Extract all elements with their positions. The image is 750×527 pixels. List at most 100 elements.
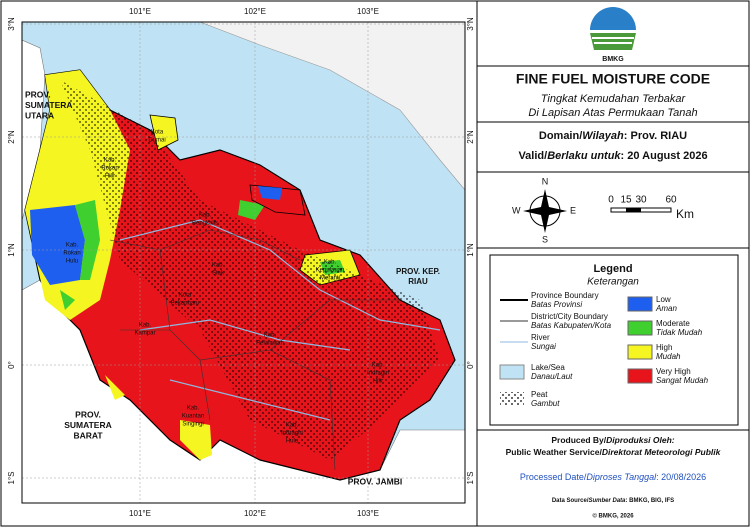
lon-label: 102°E <box>244 7 266 16</box>
lat-label: 1°S <box>7 472 16 485</box>
logo: BMKG <box>590 7 636 63</box>
place-label: PROV. JAMBI <box>348 476 402 486</box>
place-label: Hilir <box>373 379 383 385</box>
produced-by: Produced By/Diproduksi Oleh: <box>551 435 674 445</box>
place-label: Kab. <box>139 323 152 329</box>
lon-label: 103°E <box>357 7 379 16</box>
place-label: Meranti <box>320 276 340 282</box>
producer: Public Weather Service/Direktorat Meteor… <box>506 447 722 457</box>
place-label: Rokan <box>101 166 118 172</box>
data-source: Data Source/Sumber Data: BMKG, BIG, IFS <box>552 498 674 504</box>
place-label: Hulu <box>286 439 298 445</box>
compass-w: W <box>512 205 521 215</box>
scale-unit: Km <box>676 207 694 221</box>
legend-label: Low <box>656 295 671 304</box>
place-label: BARAT <box>73 430 103 440</box>
place-label: Kota <box>179 293 192 299</box>
legend-label-id: Gambut <box>531 399 560 408</box>
scale-tick: 0 <box>608 195 614 206</box>
moderate-zone <box>60 200 265 310</box>
compass-star <box>523 189 567 233</box>
place-label: Pekanbaru <box>170 301 199 307</box>
copyright: © BMKG, 2026 <box>592 513 634 520</box>
place-label: Kuantan <box>182 414 204 420</box>
legend-label-id: Sangat Mudah <box>656 376 709 385</box>
legend-box <box>489 254 739 426</box>
legend-swatch <box>499 364 525 380</box>
map-frame <box>21 21 466 504</box>
legend-swatch-pattern <box>500 392 524 406</box>
legend-title: Legend <box>593 263 632 275</box>
compass: N S E W <box>512 176 576 244</box>
legend-label: High <box>656 343 672 352</box>
compass-s: S <box>542 234 548 244</box>
logo-land <box>590 33 636 50</box>
place-label: Kab. <box>66 243 79 249</box>
place-label: RIAU <box>408 277 428 286</box>
legend-label: Province Boundary <box>531 291 599 300</box>
lat-label: 3°N <box>466 17 475 31</box>
legend-label: Moderate <box>656 319 690 328</box>
lat-label: 3°N <box>7 17 16 31</box>
place-label: Kab. <box>212 263 225 269</box>
scale-bar: Km 0 15 30 60 <box>608 195 694 222</box>
legend-label: River <box>531 333 550 342</box>
place-label: Siak <box>212 271 225 277</box>
place-label: PROV. <box>75 409 101 419</box>
district-boundary <box>109 229 400 471</box>
place-label: PROV. <box>25 89 51 99</box>
lat-label: 1°N <box>7 243 16 257</box>
peat-area <box>60 80 440 460</box>
place-label: Kampar <box>134 331 155 337</box>
place-label: Indragiri <box>281 431 303 437</box>
place-label: Singingi <box>182 422 203 428</box>
place-label: Dumai <box>148 138 165 144</box>
river <box>119 219 441 421</box>
legend-label-id: Danau/Laut <box>531 372 573 381</box>
legend-label-id: Tidak Mudah <box>656 328 703 337</box>
subtitle: Tingkat Kemudahan Terbakar <box>541 93 687 105</box>
legend-swatch <box>627 368 653 384</box>
compass-e: E <box>570 205 576 215</box>
place-label: SUMATERA <box>25 100 73 110</box>
legend-swatch <box>627 296 653 312</box>
compass-n: N <box>542 176 549 186</box>
legend-label-id: Batas Kabupaten/Kota <box>531 321 612 330</box>
legend-label-id: Sungai <box>531 342 556 351</box>
low-zone <box>30 205 85 285</box>
scale-tick: 30 <box>635 195 647 206</box>
place-label: Kab. <box>187 406 200 412</box>
place-label: Rokan <box>63 251 80 257</box>
place-label: Bengkalis <box>192 221 218 227</box>
title: FINE FUEL MOISTURE CODE <box>516 71 710 87</box>
legend-title-id: Keterangan <box>587 277 639 288</box>
legend-swatch <box>627 320 653 336</box>
logo-text: BMKG <box>602 56 624 63</box>
logo-sky <box>590 7 636 30</box>
malay-peninsula <box>199 22 465 191</box>
legend-label: Lake/Sea <box>531 363 565 372</box>
place-label: SUMATERA <box>64 420 112 430</box>
legend-swatch <box>627 344 653 360</box>
lat-label: 2°N <box>7 130 16 144</box>
lon-label: 103°E <box>357 509 379 518</box>
place-label: UTARA <box>25 110 54 120</box>
lon-label: 101°E <box>129 7 151 16</box>
logo-stripes <box>592 37 634 44</box>
lat-label: 0° <box>466 361 475 369</box>
legend-label-id: Aman <box>655 304 677 313</box>
high-zone-south <box>105 375 212 460</box>
place-label: Indragiri <box>367 371 389 377</box>
lat-label: 0° <box>7 361 16 369</box>
place-label: Kota <box>151 130 164 136</box>
place-label: Kab. <box>372 363 385 369</box>
domain: Domain/Wilayah: Prov. RIAU <box>539 130 687 142</box>
map: PROV.SUMATERAUTARAKotaDumaiKab.RokanHili… <box>22 22 465 503</box>
legend-label-id: Mudah <box>656 352 681 361</box>
place-label: Kab. <box>104 158 117 164</box>
valid-date: Valid/Berlaku untuk: 20 August 2026 <box>518 150 707 162</box>
legend-label-id: Batas Provinsi <box>531 300 582 309</box>
place-label: Kab. <box>199 213 212 219</box>
